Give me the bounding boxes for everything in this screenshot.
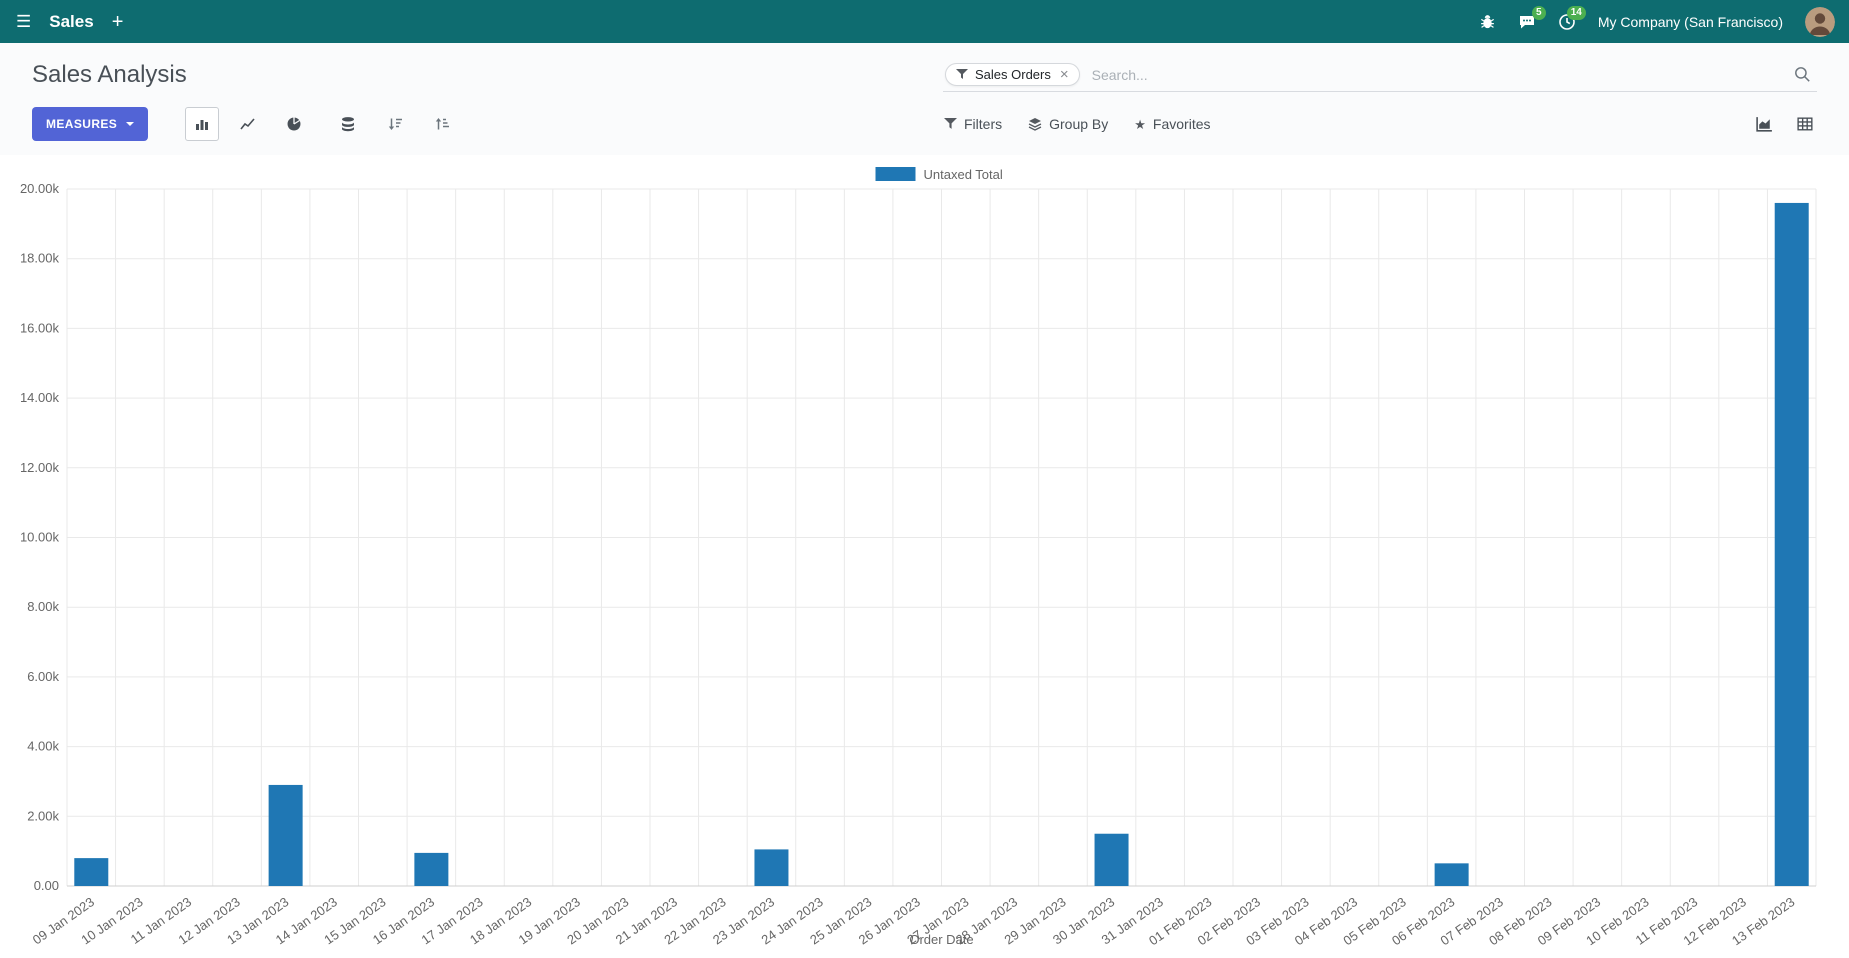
search-input[interactable]: [1089, 65, 1784, 84]
sort-asc-icon: [436, 118, 450, 130]
filter-icon: [944, 117, 957, 129]
activities-badge: 14: [1566, 5, 1586, 20]
search-options-group: Filters Group By ★ Favorites: [944, 116, 1211, 132]
legend-swatch[interactable]: [875, 167, 916, 181]
search-icon[interactable]: [1794, 66, 1811, 83]
debug-bug-icon[interactable]: [1479, 13, 1496, 30]
navbar-right: 5 14 My Company (San Francisco): [1479, 5, 1835, 37]
messages-button[interactable]: 5: [1518, 5, 1546, 31]
y-tick-label: 12.00k: [20, 460, 60, 475]
y-axis-labels: 0.00 2.00k 4.00k 6.00k 8.00k 10.00k 12.00k 14.0…: [20, 181, 60, 893]
sort-desc-icon: [389, 118, 403, 130]
y-tick-label: 8.00k: [27, 599, 59, 614]
company-switcher[interactable]: My Company (San Francisco): [1597, 13, 1783, 30]
bar-13-Feb-2023[interactable]: [1774, 202, 1809, 886]
user-avatar-image: [1805, 6, 1835, 37]
bar-16-Jan-2023[interactable]: [414, 852, 449, 886]
chart-grid: [66, 188, 1817, 887]
stacked-toggle-button[interactable]: [331, 107, 365, 141]
caret-down-icon: [126, 122, 135, 126]
group-by-button[interactable]: Group By: [1028, 116, 1108, 132]
toolbar-row: MEASURES: [32, 107, 1817, 141]
filter-facet-icon: [956, 68, 968, 79]
chat-bubble-icon: [1519, 15, 1534, 28]
messages-badge: 5: [1531, 5, 1546, 20]
pie-chart-button[interactable]: [277, 107, 311, 141]
bar-chart-button[interactable]: [185, 107, 220, 141]
activities-button[interactable]: 14: [1558, 5, 1586, 31]
layers-icon: [1028, 118, 1042, 131]
legend-label[interactable]: Untaxed Total: [924, 167, 1003, 182]
pie-chart-icon: [287, 117, 301, 131]
favorites-button[interactable]: ★ Favorites: [1134, 116, 1210, 132]
favorites-label: Favorites: [1152, 116, 1211, 132]
x-axis-title: Order Date: [909, 932, 973, 947]
breadcrumb-search-row: Sales Analysis Sales Orders ×: [32, 55, 1817, 95]
chart-type-group: [185, 107, 311, 141]
facet-label: Sales Orders: [975, 67, 1051, 82]
y-tick-label: 2.00k: [27, 808, 59, 823]
view-switcher: [1753, 113, 1817, 136]
avatar[interactable]: [1805, 6, 1835, 37]
bar-13-Jan-2023[interactable]: [268, 784, 303, 886]
y-tick-label: 4.00k: [27, 739, 59, 754]
filters-label: Filters: [964, 116, 1003, 132]
apps-menu-icon[interactable]: ☰: [16, 12, 32, 31]
page-title: Sales Analysis: [32, 61, 187, 88]
bar-06-Feb-2023[interactable]: [1434, 863, 1469, 886]
graph-view: 0.00 2.00k 4.00k 6.00k 8.00k 10.00k 12.00k 14.0…: [0, 155, 1849, 958]
y-tick-label: 18.00k: [20, 251, 60, 266]
search-bar[interactable]: Sales Orders ×: [943, 58, 1817, 92]
y-tick-label: 14.00k: [20, 390, 60, 405]
facet-remove-icon[interactable]: ×: [1059, 66, 1069, 83]
measures-label: MEASURES: [46, 117, 118, 131]
chart-bars: [74, 202, 1809, 886]
bar-23-Jan-2023[interactable]: [754, 849, 789, 886]
sales-analysis-chart: 0.00 2.00k 4.00k 6.00k 8.00k 10.00k 12.00k 14.0…: [20, 167, 1817, 948]
bar-30-Jan-2023[interactable]: [1094, 833, 1129, 886]
chart-tools-group: [331, 107, 459, 141]
search-facet[interactable]: Sales Orders ×: [945, 63, 1080, 86]
y-tick-label: 10.00k: [20, 530, 60, 545]
plus-icon[interactable]: +: [111, 10, 124, 33]
filters-button[interactable]: Filters: [944, 116, 1002, 132]
area-chart-icon: [1756, 116, 1772, 132]
line-chart-button[interactable]: [231, 107, 265, 141]
group-by-label: Group By: [1049, 116, 1109, 132]
bar-09-Jan-2023[interactable]: [74, 858, 109, 886]
chart-legend[interactable]: Untaxed Total: [875, 167, 1003, 182]
app-name[interactable]: Sales: [49, 11, 94, 31]
bug-icon: [1480, 15, 1494, 29]
y-tick-label: 20.00k: [20, 181, 60, 196]
control-panel: Sales Analysis Sales Orders × MEASURES: [0, 43, 1849, 155]
pivot-table-icon: [1797, 116, 1813, 130]
navbar-left: ☰ Sales +: [16, 12, 123, 32]
pivot-view-button[interactable]: [1794, 113, 1817, 136]
measures-button[interactable]: MEASURES: [32, 107, 149, 141]
y-tick-label: 6.00k: [27, 669, 59, 684]
line-chart-icon: [240, 118, 255, 130]
sort-asc-button[interactable]: [425, 107, 459, 141]
star-icon: ★: [1134, 116, 1146, 132]
sort-desc-button[interactable]: [378, 107, 412, 141]
graph-view-button[interactable]: [1753, 113, 1776, 136]
top-navbar: ☰ Sales + 5: [0, 0, 1849, 43]
bar-chart-icon: [196, 120, 209, 130]
y-tick-label: 0.00: [34, 878, 59, 893]
y-tick-label: 16.00k: [20, 320, 60, 335]
stacked-icon: [342, 117, 355, 132]
